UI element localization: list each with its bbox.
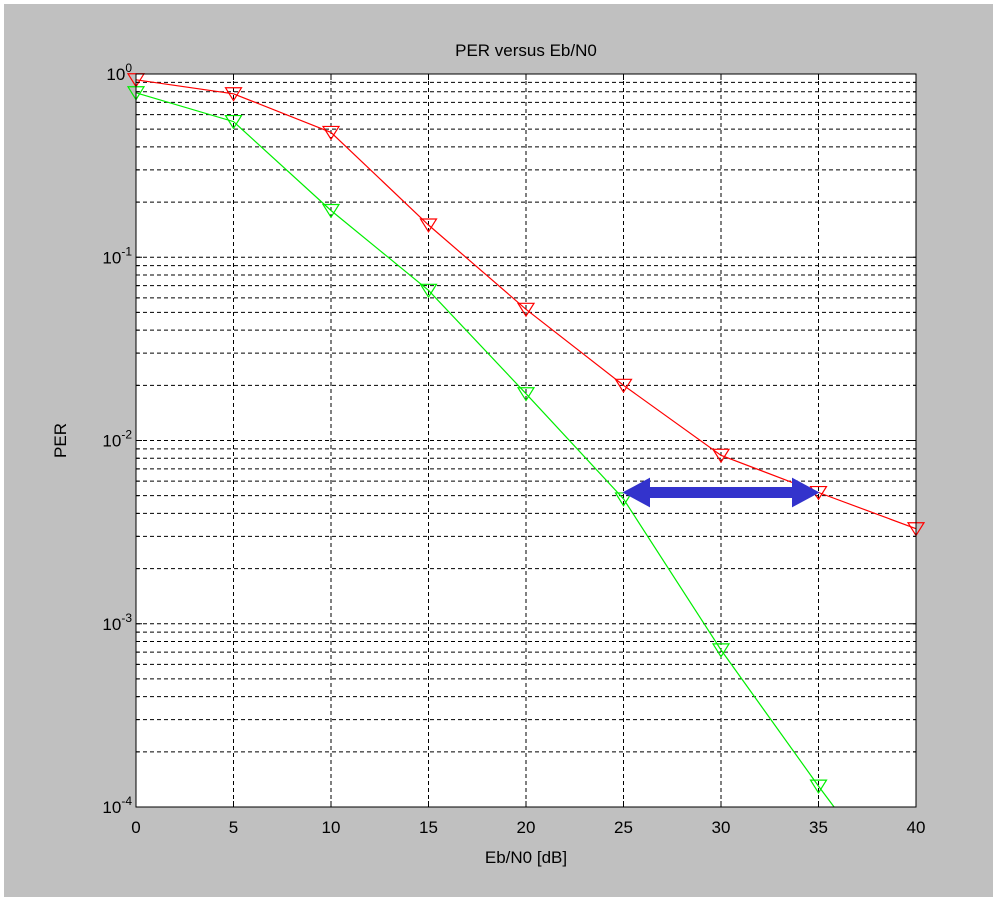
figure-window: 0 5 10 15 20 25 30 35 40 100 10-1 10-2 10-3 10-4 PER … xyxy=(4,4,993,897)
double-arrow xyxy=(622,477,820,508)
y-tick-label: 100 xyxy=(106,61,132,84)
x-tick-label: 40 xyxy=(907,818,926,837)
x-tick-label: 10 xyxy=(322,818,341,837)
series-marker-1 xyxy=(419,218,438,233)
series-line-1 xyxy=(135,79,917,530)
series-marker-1 xyxy=(224,87,243,102)
annotations xyxy=(622,477,820,508)
grid-lines xyxy=(136,74,916,807)
y-tick-label: 10-1 xyxy=(102,244,132,267)
series-marker-2 xyxy=(321,203,341,219)
y-axis-label: PER xyxy=(51,423,70,458)
series-line-2 xyxy=(135,92,835,808)
x-tick-label: 35 xyxy=(809,818,828,837)
series-marker-2 xyxy=(224,114,243,130)
series-marker-1 xyxy=(614,378,633,394)
series-marker-2 xyxy=(809,779,828,795)
series-marker-2 xyxy=(711,643,731,658)
chart-title: PER versus Eb/N0 xyxy=(455,41,597,60)
per-chart: 0 5 10 15 20 25 30 35 40 100 10-1 10-2 10-3 10-4 PER … xyxy=(51,41,925,867)
series-marker-1 xyxy=(321,125,341,141)
x-tick-label: 5 xyxy=(229,818,238,837)
y-tick-label: 10-3 xyxy=(102,611,132,634)
series-marker-1 xyxy=(711,448,731,464)
axis-ticks: 0 5 10 15 20 25 30 35 40 100 10-1 10-2 10-3 10-4 xyxy=(102,61,925,837)
series-lines xyxy=(135,79,917,808)
series-marker-1 xyxy=(516,302,536,318)
y-tick-label: 10-4 xyxy=(102,794,132,817)
series-marker-2 xyxy=(516,387,536,402)
x-tick-label: 30 xyxy=(712,818,731,837)
x-tick-label: 20 xyxy=(517,818,536,837)
x-tick-label: 15 xyxy=(419,818,438,837)
y-tick-label: 10-2 xyxy=(102,428,132,451)
series-marker-2 xyxy=(419,283,438,299)
x-tick-label: 25 xyxy=(614,818,633,837)
x-axis-label: Eb/N0 [dB] xyxy=(485,848,567,867)
x-tick-label: 0 xyxy=(131,818,140,837)
